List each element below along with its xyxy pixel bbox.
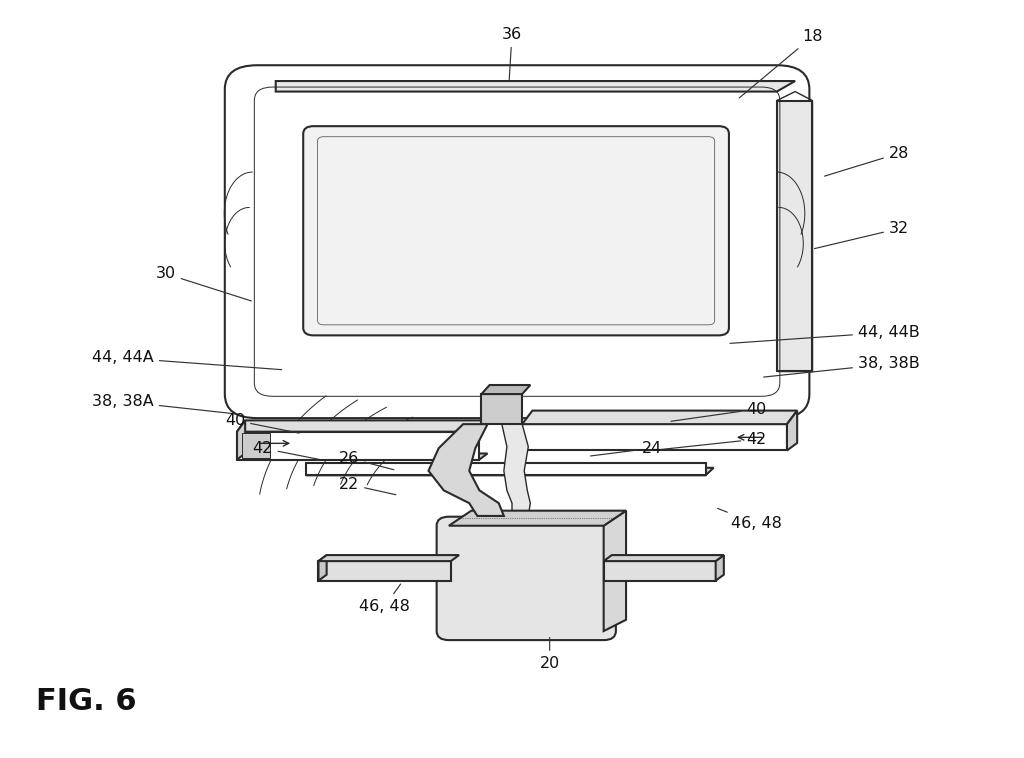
Polygon shape [604, 511, 626, 631]
FancyBboxPatch shape [436, 517, 615, 640]
Text: FIG. 6: FIG. 6 [36, 687, 136, 716]
Polygon shape [428, 424, 504, 516]
Polygon shape [449, 511, 626, 526]
Text: 38, 38A: 38, 38A [92, 394, 236, 414]
Polygon shape [318, 555, 327, 581]
Polygon shape [604, 561, 716, 581]
Text: 42: 42 [252, 440, 319, 459]
Text: 36: 36 [502, 27, 522, 80]
Polygon shape [522, 411, 797, 424]
Polygon shape [306, 463, 706, 475]
Text: 30: 30 [156, 266, 251, 301]
Polygon shape [237, 453, 487, 459]
Polygon shape [604, 555, 724, 561]
Text: 24: 24 [591, 440, 662, 456]
Polygon shape [275, 81, 795, 92]
Polygon shape [237, 421, 245, 459]
Text: 42: 42 [655, 432, 767, 450]
Polygon shape [716, 555, 724, 581]
Text: 18: 18 [739, 29, 822, 98]
Text: 26: 26 [339, 450, 394, 470]
Polygon shape [502, 424, 530, 516]
Text: 44, 44B: 44, 44B [730, 325, 920, 343]
Text: 40: 40 [671, 402, 767, 421]
FancyBboxPatch shape [303, 126, 729, 335]
Text: 20: 20 [540, 637, 560, 671]
Text: 44, 44A: 44, 44A [92, 350, 282, 370]
Text: 38, 38B: 38, 38B [764, 356, 920, 377]
Text: 40: 40 [225, 413, 299, 433]
Polygon shape [318, 555, 459, 561]
Text: 32: 32 [814, 221, 909, 249]
Polygon shape [318, 561, 451, 581]
Text: 28: 28 [824, 146, 909, 176]
Text: 46, 48: 46, 48 [718, 509, 782, 531]
Polygon shape [306, 468, 714, 475]
Polygon shape [237, 421, 487, 431]
Polygon shape [237, 431, 479, 459]
Polygon shape [242, 433, 269, 458]
Polygon shape [481, 385, 530, 394]
Polygon shape [481, 394, 522, 424]
FancyBboxPatch shape [225, 65, 809, 418]
Polygon shape [522, 424, 787, 450]
Polygon shape [787, 411, 797, 450]
Text: 22: 22 [339, 477, 396, 495]
Polygon shape [777, 101, 812, 371]
Text: 46, 48: 46, 48 [359, 584, 411, 614]
